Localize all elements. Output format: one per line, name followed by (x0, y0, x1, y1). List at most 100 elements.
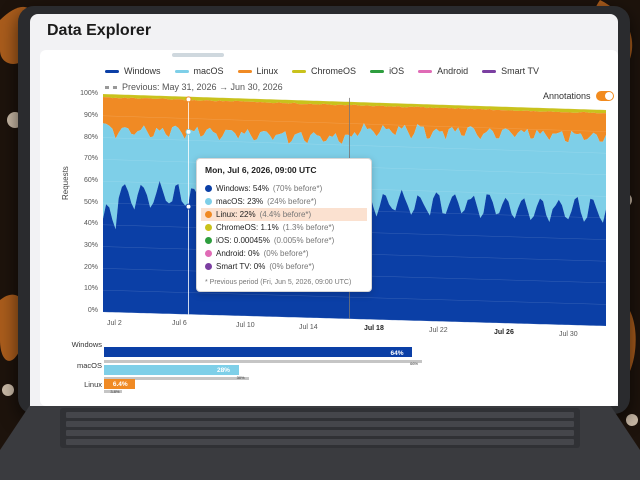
summary-label-macos: macOS (76, 361, 102, 370)
tooltip-previous-value: (0% before*) (269, 262, 315, 271)
tooltip-value: Windows: 54% (216, 184, 269, 193)
area-series-chromeos[interactable] (103, 94, 606, 114)
legend-swatch (174, 69, 189, 73)
card-tab-indicator[interactable] (172, 53, 224, 57)
previous-period-label: Previous: May 31, 2026 → Jun 30, 2026 (122, 82, 283, 92)
summary-bar-value: 64% (390, 350, 404, 357)
tooltip-row-macos: macOS: 23% (24% before*) (205, 195, 363, 208)
legend-item-ios[interactable]: iOS (370, 66, 404, 76)
legend-label: Android (437, 66, 469, 76)
summary-bar-macos[interactable] (104, 365, 239, 375)
chart-tooltip: Mon, Jul 6, 2026, 09:00 UTC Windows: 54%… (196, 158, 372, 292)
summary-previous-value: 66% (410, 361, 419, 366)
legend-item-macos[interactable]: macOS (174, 66, 224, 76)
summary-bar-windows[interactable] (104, 347, 413, 357)
y-tick-label: 0% (87, 307, 98, 314)
annotations-control[interactable]: Annotations (543, 91, 614, 101)
series-dot (205, 224, 212, 231)
dotted-line-icon (105, 85, 117, 89)
legend-label: macOS (193, 66, 224, 76)
tooltip-row-linux: Linux: 22% (4.4% before*) (201, 208, 367, 221)
legend-item-windows[interactable]: Windows (105, 66, 161, 76)
series-dot (205, 237, 212, 244)
gridline (102, 137, 607, 154)
summary-previous-bar (104, 390, 123, 393)
gridline (102, 93, 607, 111)
x-tick-label: Jul 2 (107, 320, 122, 327)
previous-period-legend[interactable]: Previous: May 31, 2026 → Jun 30, 2026 (105, 82, 283, 92)
tooltip-footnote: * Previous period (Fri, Jun 5, 2026, 09:… (205, 279, 352, 286)
tooltip-previous-value: (1.3% before*) (282, 223, 335, 232)
y-tick-label: 70% (83, 155, 98, 162)
y-tick-label: 10% (83, 285, 98, 292)
legend-swatch (418, 69, 433, 73)
y-tick-label: 40% (83, 220, 98, 227)
tooltip-previous-value: (4.4% before*) (259, 210, 312, 219)
x-tick-label: Jul 26 (494, 329, 514, 336)
y-tick-label: 80% (83, 134, 98, 141)
summary-bar-value: 28% (216, 367, 230, 374)
summary-previous-bar (104, 377, 249, 380)
hover-point-marker (185, 96, 192, 103)
tooltip-row-ios: iOS: 0.00045% (0.005% before*) (205, 234, 363, 247)
x-tick-label: Jul 30 (559, 331, 578, 338)
series-dot (205, 211, 212, 218)
summary-previous-bar (104, 360, 423, 363)
x-tick-label: Jul 14 (299, 324, 318, 331)
legend-label: Smart TV (501, 66, 539, 76)
area-series-linux[interactable] (103, 97, 606, 144)
tooltip-previous-value: (70% before*) (272, 184, 323, 193)
tooltip-value: Android: 0% (216, 249, 260, 258)
gridline (102, 311, 607, 327)
legend-item-chromeos[interactable]: ChromeOS (292, 66, 356, 76)
summary-bar-value: 6.4% (112, 381, 128, 388)
y-tick-label: 30% (83, 242, 98, 249)
series-dot (205, 263, 212, 270)
summary-bar-linux[interactable] (104, 379, 135, 389)
legend-swatch (237, 69, 252, 73)
x-tick-label: Jul 22 (429, 327, 448, 334)
tooltip-value: macOS: 23% (216, 197, 264, 206)
legend-swatch (370, 69, 385, 73)
y-tick-label: 20% (83, 264, 98, 271)
tooltip-value: ChromeOS: 1.1% (216, 223, 279, 232)
tooltip-row-windows: Windows: 54% (70% before*) (205, 182, 363, 195)
y-tick-label: 100% (80, 90, 98, 97)
legend-label: iOS (389, 66, 405, 76)
chart-legend: Windows macOS Linux ChromeOS iOS Android… (105, 66, 539, 76)
tooltip-value: Smart TV: 0% (216, 262, 266, 271)
tooltip-value: iOS: 0.00045% (216, 236, 270, 245)
y-tick-label: 60% (83, 177, 98, 184)
summary-label-linux: Linux (84, 380, 102, 389)
series-dot (205, 250, 212, 257)
legend-label: Linux (256, 66, 279, 76)
legend-label: Windows (124, 66, 161, 76)
legend-item-linux[interactable]: Linux (237, 66, 279, 76)
summary-label-windows: Windows (71, 340, 102, 349)
gridline (102, 115, 607, 132)
x-tick-label: Jul 10 (236, 322, 255, 329)
tooltip-row-android: Android: 0% (0% before*) (205, 247, 363, 260)
tooltip-previous-value: (0% before*) (263, 249, 309, 258)
tooltip-previous-value: (0.005% before*) (273, 236, 335, 245)
app-title: Data Explorer (47, 22, 152, 39)
tooltip-title: Mon, Jul 6, 2026, 09:00 UTC (205, 165, 317, 175)
annotations-label: Annotations (543, 91, 591, 101)
y-tick-label: 90% (83, 112, 98, 119)
legend-swatch (105, 69, 119, 73)
annotations-toggle[interactable] (595, 91, 614, 101)
tooltip-value: Linux: 22% (216, 210, 256, 219)
legend-item-smart-tv[interactable]: Smart TV (482, 66, 539, 76)
legend-swatch (292, 69, 307, 73)
x-tick-label: Jul 6 (172, 320, 187, 327)
tooltip-previous-value: (24% before*) (267, 197, 317, 206)
legend-label: ChromeOS (311, 66, 357, 76)
tooltip-row-chromeos: ChromeOS: 1.1% (1.3% before*) (205, 221, 363, 234)
summary-previous-value: 3.8% (110, 389, 120, 394)
summary-previous-value: 30% (236, 375, 245, 380)
legend-item-android[interactable]: Android (418, 66, 468, 76)
x-tick-label: Jul 18 (364, 325, 384, 332)
legend-swatch (482, 69, 497, 73)
hover-point-marker (185, 128, 192, 135)
series-dot (205, 198, 212, 205)
